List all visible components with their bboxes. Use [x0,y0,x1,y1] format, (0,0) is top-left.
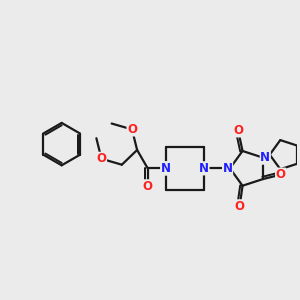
Text: O: O [97,152,106,165]
Text: N: N [161,162,171,175]
Text: N: N [260,151,270,164]
Text: O: O [276,168,286,181]
Text: N: N [161,162,171,175]
Text: N: N [223,162,232,175]
Text: O: O [233,124,243,137]
Text: N: N [199,162,209,175]
Text: O: O [127,123,137,136]
Text: O: O [235,200,244,213]
Text: O: O [143,180,153,193]
